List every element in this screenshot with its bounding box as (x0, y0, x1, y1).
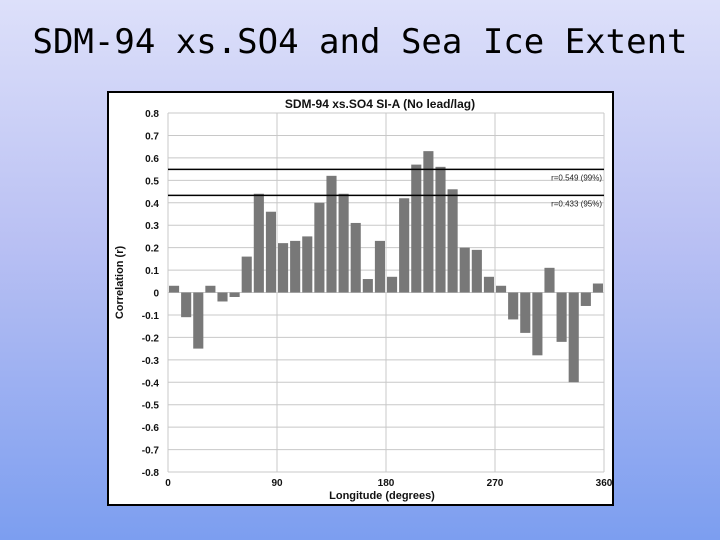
y-tick-label: 0 (153, 289, 159, 300)
chart-title: SDM-94 xs.SO4 SI-A (No lead/lag) (285, 97, 475, 111)
bar (338, 193, 349, 293)
bar (580, 292, 591, 306)
y-tick-label: 0.5 (145, 176, 159, 187)
bar (556, 292, 567, 342)
x-tick-label: 180 (378, 478, 395, 489)
x-tick-label: 90 (271, 478, 283, 489)
y-tick-label: -0.6 (142, 423, 160, 434)
bar (568, 292, 579, 383)
bar (471, 249, 482, 293)
y-tick-label: 0.1 (145, 266, 159, 277)
bar (302, 236, 313, 293)
y-tick-labels: 0.8 0.7 0.6 0.5 0.4 0.3 0.2 0.1 0 -0.1 -0.2 -0.3 -0.… (142, 109, 160, 479)
y-tick-label: -0.8 (142, 468, 160, 479)
bar (532, 292, 543, 356)
y-tick-label: 0.4 (145, 199, 159, 210)
bar (350, 222, 361, 293)
bar (241, 256, 252, 293)
bar (520, 292, 531, 333)
bar (181, 292, 192, 318)
bar (483, 276, 494, 293)
bar (496, 285, 507, 293)
chart-frame: r=0.549 (99%) r=0.433 (95%) 0.8 0.7 0.6 0.5 0… (107, 91, 614, 506)
bar (508, 292, 519, 320)
slide-title: SDM-94 xs.SO4 and Sea Ice Extent (32, 22, 688, 62)
threshold-label: r=0.549 (99%) (551, 173, 602, 182)
bar (253, 193, 264, 293)
bar (423, 151, 434, 293)
bars (169, 151, 603, 383)
y-tick-label: -0.5 (142, 401, 160, 412)
x-tick-label: 360 (596, 478, 612, 489)
bar (387, 276, 398, 293)
threshold-label: r=0.433 (95%) (551, 199, 602, 208)
y-tick-label: 0.3 (145, 221, 159, 232)
y-tick-label: -0.1 (142, 311, 160, 322)
bar (544, 267, 555, 293)
x-axis-label: Longitude (degrees) (329, 490, 435, 502)
correlation-bar-chart: r=0.549 (99%)r=0.433 (95%) 0.80.70.60.50… (114, 97, 612, 502)
bar (447, 189, 458, 293)
bar (314, 202, 325, 293)
y-tick-label: -0.2 (142, 333, 160, 344)
bar (278, 243, 289, 293)
y-axis-label: Correlation (r) (114, 245, 126, 319)
bar (399, 198, 410, 293)
y-tick-label: -0.3 (142, 356, 160, 367)
bar (217, 292, 228, 302)
y-tick-label: -0.4 (142, 378, 160, 389)
x-tick-label: 0 (165, 478, 171, 489)
y-tick-label: 0.2 (145, 244, 159, 255)
y-tick-label: -0.7 (142, 446, 160, 457)
bar (411, 164, 422, 293)
x-tick-label: 270 (487, 478, 504, 489)
bar (205, 285, 216, 293)
bar (265, 211, 276, 293)
y-tick-label: 0.8 (145, 109, 159, 120)
bar (229, 292, 240, 297)
bar (193, 292, 204, 349)
threshold-lines: r=0.549 (99%) r=0.433 (95%) (168, 168, 604, 208)
y-tick-label: 0.7 (145, 131, 159, 142)
bar (169, 285, 180, 293)
bar (435, 166, 446, 293)
bar (326, 175, 337, 293)
grid-lines (167, 112, 605, 473)
bar (374, 240, 385, 293)
bar (592, 283, 603, 293)
y-tick-label: 0.6 (145, 154, 159, 165)
x-tick-labels: 0 90 180 270 360 (165, 478, 612, 489)
bar (290, 240, 301, 293)
bar (362, 279, 373, 293)
bar (459, 247, 470, 293)
